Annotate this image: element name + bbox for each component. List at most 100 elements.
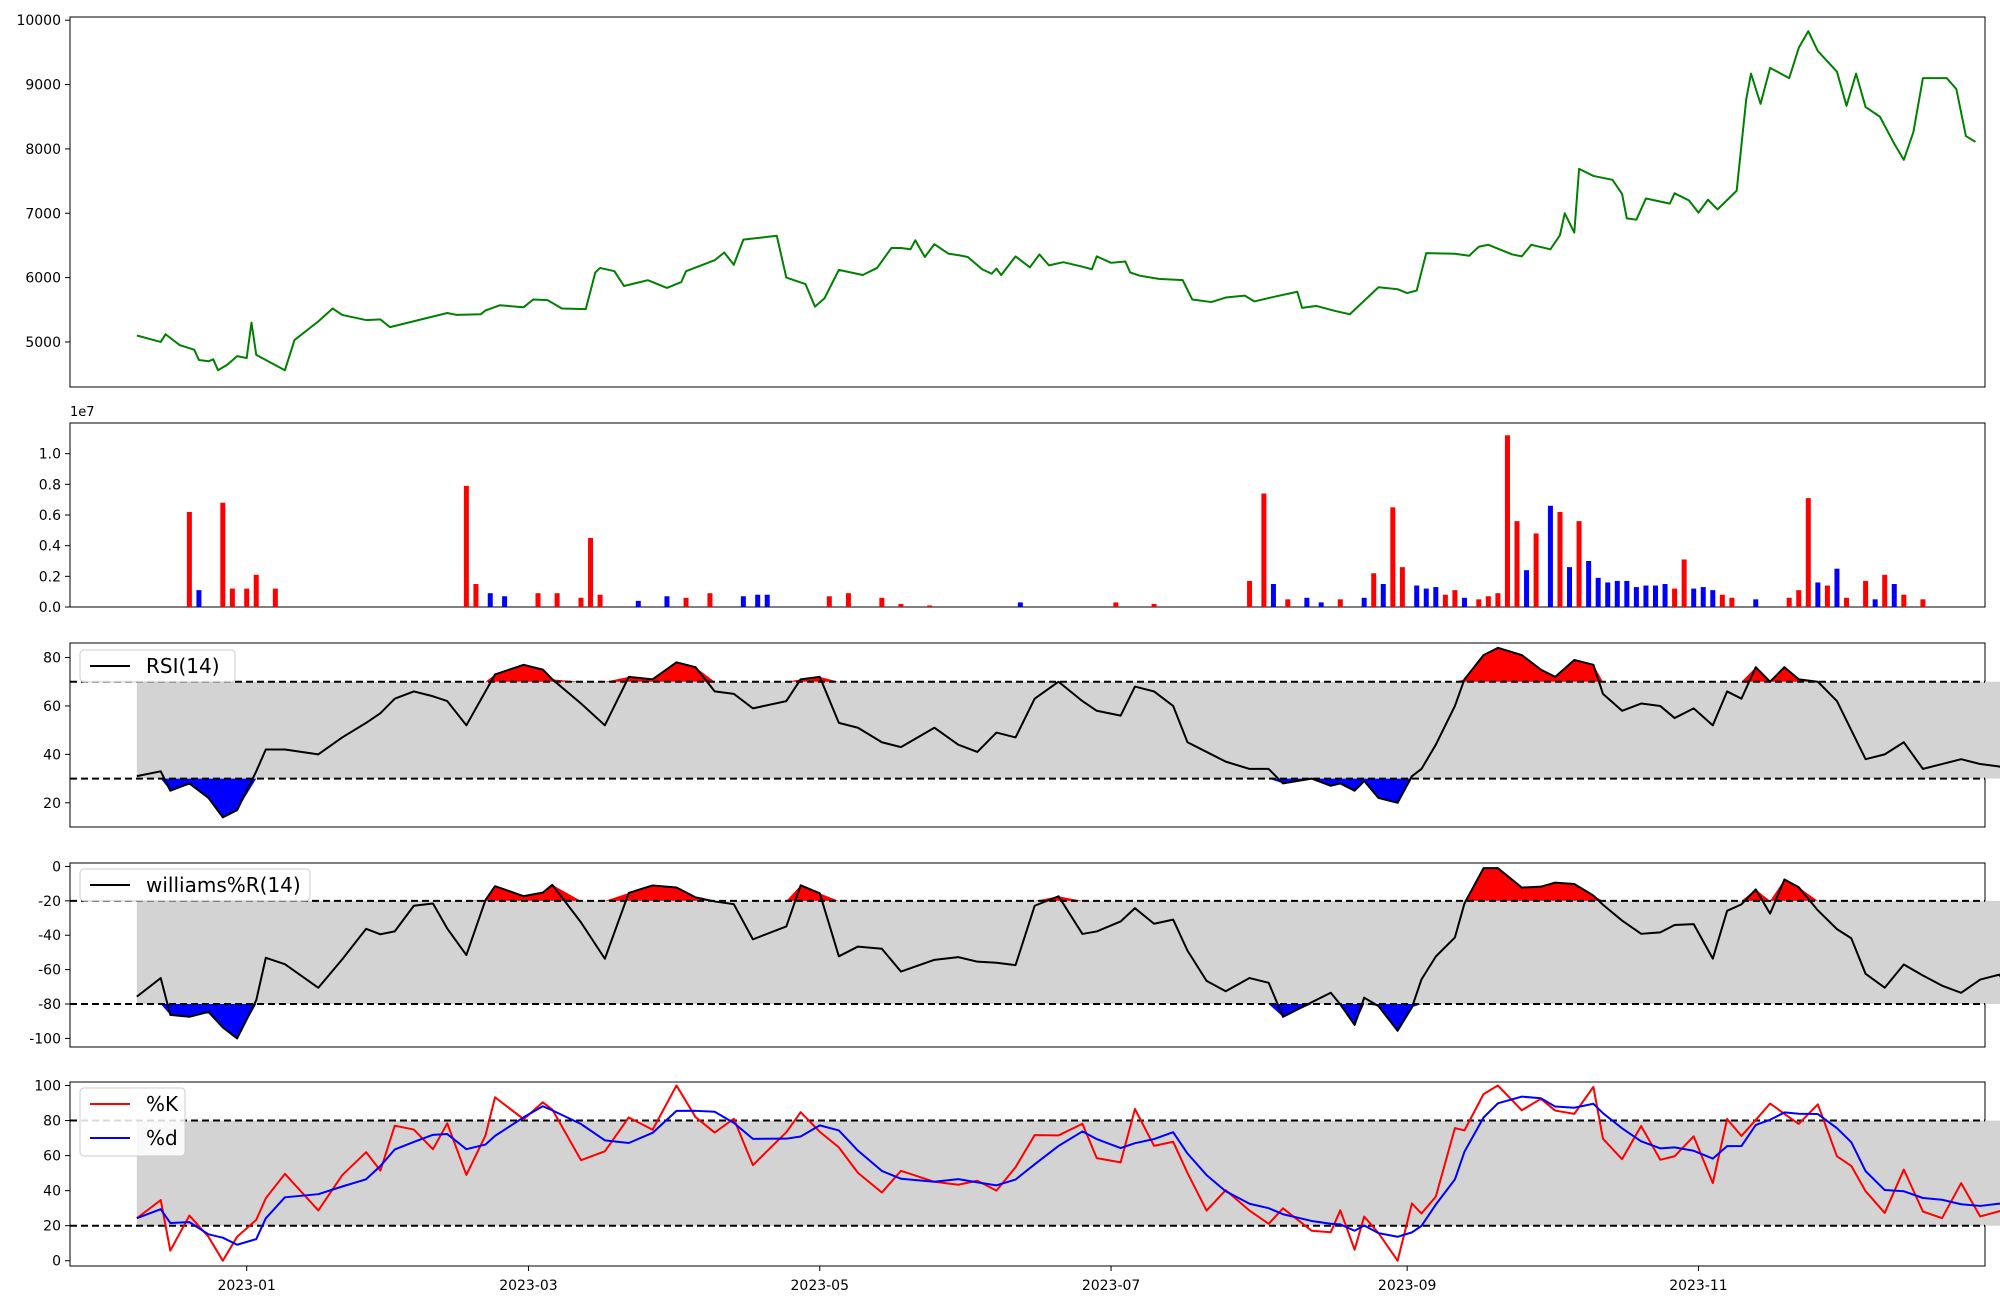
x-tick-label: 2023-11 bbox=[1669, 1278, 1728, 1294]
volume-bar bbox=[1433, 587, 1439, 607]
volume-bar bbox=[1863, 580, 1869, 607]
volume-bar bbox=[1361, 597, 1367, 607]
williams-legend-label: williams%R(14) bbox=[146, 873, 301, 897]
williams-panel: -100 -80 -60 -40 -20 0 bbox=[29, 859, 2000, 1048]
y-tick-label: -60 bbox=[38, 963, 61, 979]
y-tick-label: 20 bbox=[43, 1219, 61, 1235]
volume-bar bbox=[1399, 567, 1405, 607]
x-tick-label: 2023-07 bbox=[1082, 1278, 1141, 1294]
x-tick-label: 2023-05 bbox=[791, 1278, 850, 1294]
volume-bar bbox=[535, 593, 541, 607]
volume-bar bbox=[664, 596, 670, 607]
y-tick-label: -20 bbox=[38, 894, 61, 910]
volume-bar bbox=[1872, 599, 1878, 607]
volume-bar bbox=[1113, 602, 1119, 607]
volume-bar bbox=[845, 593, 851, 607]
d-line bbox=[136, 1095, 2000, 1246]
volume-bar bbox=[1504, 435, 1510, 607]
volume-bar bbox=[597, 594, 603, 607]
y-tick-label: 60 bbox=[43, 699, 61, 715]
volume-bar bbox=[1270, 584, 1276, 607]
volume-bar bbox=[1318, 602, 1324, 607]
volume-bar bbox=[1380, 584, 1386, 607]
volume-bar bbox=[473, 584, 479, 607]
volume-bar bbox=[1710, 590, 1716, 607]
volume-bar bbox=[1485, 596, 1491, 607]
y-tick-label: -40 bbox=[38, 928, 61, 944]
y-tick-label: 0.4 bbox=[39, 539, 61, 555]
volume-bar bbox=[1261, 493, 1267, 607]
volume-bar bbox=[502, 596, 508, 607]
stochastic-panel: 0 20 40 60 80 100 bbox=[34, 1079, 2000, 1270]
volume-bar bbox=[1442, 594, 1448, 607]
x-tick-label: 2023-01 bbox=[217, 1278, 276, 1294]
volume-bar bbox=[196, 590, 202, 607]
volume-bar bbox=[1533, 533, 1539, 607]
volume-bar bbox=[1796, 590, 1802, 607]
y-tick-label: -100 bbox=[29, 1031, 61, 1047]
volume-bar bbox=[1461, 597, 1467, 607]
volume-bar bbox=[1337, 599, 1343, 607]
rsi-legend-label: RSI(14) bbox=[146, 654, 220, 678]
volume-bar bbox=[826, 596, 832, 607]
k-legend-label: %K bbox=[146, 1092, 179, 1116]
volume-bar bbox=[186, 511, 192, 607]
x-axis: 2023-01 2023-03 2023-05 2023-07 2023-09 2023-… bbox=[217, 1266, 1728, 1294]
volume-bar bbox=[1586, 561, 1592, 607]
x-tick-label: 2023-03 bbox=[499, 1278, 558, 1294]
volume-bar bbox=[879, 597, 885, 607]
rsi-legend: RSI(14) bbox=[79, 649, 236, 683]
volume-bar bbox=[272, 588, 278, 607]
volume-bar bbox=[1371, 573, 1377, 607]
y-tick-label: 40 bbox=[43, 747, 61, 763]
volume-bar bbox=[1614, 580, 1620, 607]
volume-bar bbox=[1729, 597, 1735, 607]
volume-bar bbox=[554, 593, 560, 607]
y-tick-label: 9000 bbox=[25, 78, 61, 94]
volume-bar bbox=[927, 605, 933, 607]
volume-bar bbox=[1247, 580, 1253, 607]
volume-bar bbox=[635, 600, 641, 607]
x-tick-label: 2023-09 bbox=[1378, 1278, 1437, 1294]
neutral-band bbox=[136, 681, 2000, 779]
y-tick-label: 80 bbox=[43, 651, 61, 667]
volume-bar bbox=[1624, 580, 1630, 607]
volume-bar bbox=[707, 593, 713, 607]
y-tick-label: 20 bbox=[43, 796, 61, 812]
volume-bar bbox=[1901, 594, 1907, 607]
volume-bar bbox=[898, 603, 904, 607]
overbought-fill bbox=[136, 868, 2000, 901]
volume-bar bbox=[755, 594, 761, 607]
d-legend-label: %d bbox=[146, 1126, 178, 1150]
volume-bar bbox=[1557, 511, 1563, 607]
volume-bar bbox=[1495, 593, 1501, 607]
volume-bar bbox=[1595, 577, 1601, 607]
price-panel: 5000 6000 7000 8000 9000 10000 bbox=[16, 13, 1986, 388]
y-tick-label: 60 bbox=[43, 1149, 61, 1165]
volume-bar bbox=[1834, 568, 1840, 607]
price-line bbox=[136, 30, 1976, 372]
neutral-band bbox=[136, 900, 2000, 1005]
y-tick-label: 40 bbox=[43, 1184, 61, 1200]
volume-bar bbox=[588, 538, 594, 607]
volume-bar bbox=[578, 597, 584, 607]
volume-bar bbox=[683, 597, 689, 607]
volume-bar bbox=[1605, 582, 1611, 607]
volume-bar bbox=[1643, 585, 1649, 607]
volume-bar bbox=[1891, 584, 1897, 607]
y-tick-label: 7000 bbox=[25, 206, 61, 222]
volume-bar bbox=[1815, 582, 1821, 607]
volume-bar bbox=[1414, 585, 1420, 607]
volume-bar bbox=[1672, 588, 1678, 607]
volume-bar bbox=[1824, 585, 1830, 607]
k-line bbox=[136, 1084, 2000, 1262]
y-tick-label: 100 bbox=[34, 1079, 61, 1095]
volume-bar bbox=[1304, 597, 1310, 607]
y-tick-label: 0.8 bbox=[39, 477, 61, 493]
volume-bar bbox=[253, 574, 259, 607]
volume-bar bbox=[463, 485, 469, 607]
volume-bar bbox=[244, 588, 250, 607]
volume-bar bbox=[220, 502, 226, 607]
volume-bar bbox=[487, 593, 493, 607]
